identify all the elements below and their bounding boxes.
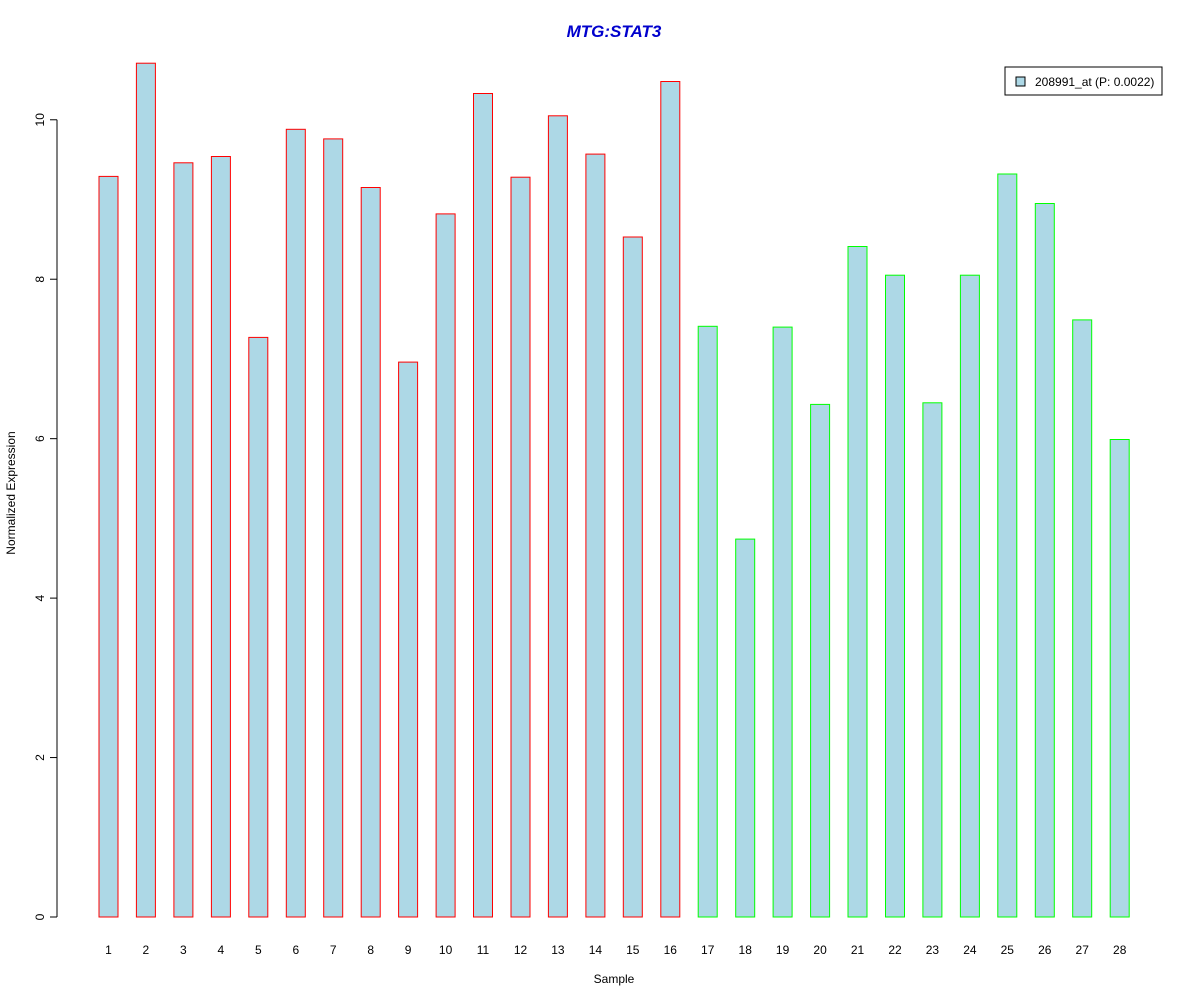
x-tick-label: 9 [405, 943, 412, 957]
legend-swatch [1015, 76, 1026, 87]
bar-sample-23 [922, 402, 943, 918]
bar-sample-12 [510, 176, 531, 918]
bar-sample-3 [173, 162, 194, 918]
x-tick-label: 21 [851, 943, 865, 957]
legend-label: 208991_at (P: 0.0022) [1035, 75, 1154, 89]
x-tick-label: 4 [218, 943, 225, 957]
x-tick-label: 16 [664, 943, 678, 957]
x-tick-label: 8 [367, 943, 374, 957]
bar-sample-7 [323, 138, 344, 918]
x-tick-label: 12 [514, 943, 528, 957]
y-tick-label: 0 [33, 913, 47, 920]
x-tick-label: 18 [739, 943, 753, 957]
bar-sample-6 [285, 128, 306, 918]
bar-sample-8 [360, 187, 381, 918]
x-tick-labels: 1 2 3 4 5 6 7 8 9 10 11 12 13 14 15 16 17 18 19 20 21 22 23 24 2… [105, 943, 1127, 957]
bar-sample-21 [847, 246, 868, 918]
x-tick-label: 13 [551, 943, 565, 957]
x-tick-label: 24 [963, 943, 977, 957]
bar-sample-27 [1072, 319, 1093, 918]
bar-sample-17 [697, 325, 718, 918]
bar-sample-19 [772, 326, 793, 918]
x-tick-label: 1 [105, 943, 112, 957]
chart-title: MTG:STAT3 [567, 22, 662, 41]
x-tick-label: 22 [888, 943, 902, 957]
legend: 208991_at (P: 0.0022) [1004, 66, 1163, 96]
x-tick-label: 23 [926, 943, 940, 957]
x-tick-label: 10 [439, 943, 453, 957]
y-tick-label: 2 [33, 754, 47, 761]
x-tick-label: 3 [180, 943, 187, 957]
bar-sample-13 [547, 115, 568, 918]
y-axis-label: Normalized Expression [4, 431, 18, 554]
bar-sample-26 [1034, 203, 1055, 918]
x-tick-label: 28 [1113, 943, 1127, 957]
y-tick-label: 10 [33, 113, 47, 127]
bar-sample-9 [398, 361, 419, 918]
bar-sample-22 [885, 274, 905, 918]
bar-sample-25 [997, 173, 1018, 918]
bar-sample-24 [959, 274, 980, 918]
x-tick-label: 20 [813, 943, 827, 957]
bar-sample-11 [473, 93, 493, 918]
bar-sample-20 [810, 403, 831, 918]
bars [98, 62, 1130, 918]
legend-box [1004, 66, 1163, 96]
y-tick-label: 8 [33, 276, 47, 283]
bar-sample-10 [435, 213, 456, 918]
x-tick-label: 27 [1076, 943, 1090, 957]
bar-sample-1 [98, 175, 119, 918]
x-tick-label: 14 [589, 943, 603, 957]
x-tick-label: 11 [477, 943, 490, 957]
y-tick-label: 6 [33, 435, 47, 442]
y-axis: 0 2 4 6 8 10 [33, 113, 58, 920]
bar-sample-5 [248, 336, 269, 918]
bar-sample-18 [735, 538, 756, 918]
x-tick-label: 6 [292, 943, 299, 957]
x-tick-label: 19 [776, 943, 790, 957]
x-tick-label: 15 [626, 943, 640, 957]
x-tick-label: 5 [255, 943, 262, 957]
x-tick-label: 26 [1038, 943, 1052, 957]
bar-sample-16 [660, 81, 681, 918]
bar-sample-15 [622, 236, 643, 918]
x-tick-label: 25 [1001, 943, 1015, 957]
x-tick-label: 17 [701, 943, 715, 957]
bar-sample-4 [210, 156, 231, 918]
x-axis-label: Sample [594, 972, 635, 986]
bar-sample-14 [585, 153, 606, 918]
bar-sample-28 [1109, 439, 1130, 918]
bar-sample-2 [135, 62, 156, 918]
y-tick-label: 4 [33, 594, 47, 601]
x-tick-label: 7 [330, 943, 337, 957]
x-tick-label: 2 [143, 943, 150, 957]
